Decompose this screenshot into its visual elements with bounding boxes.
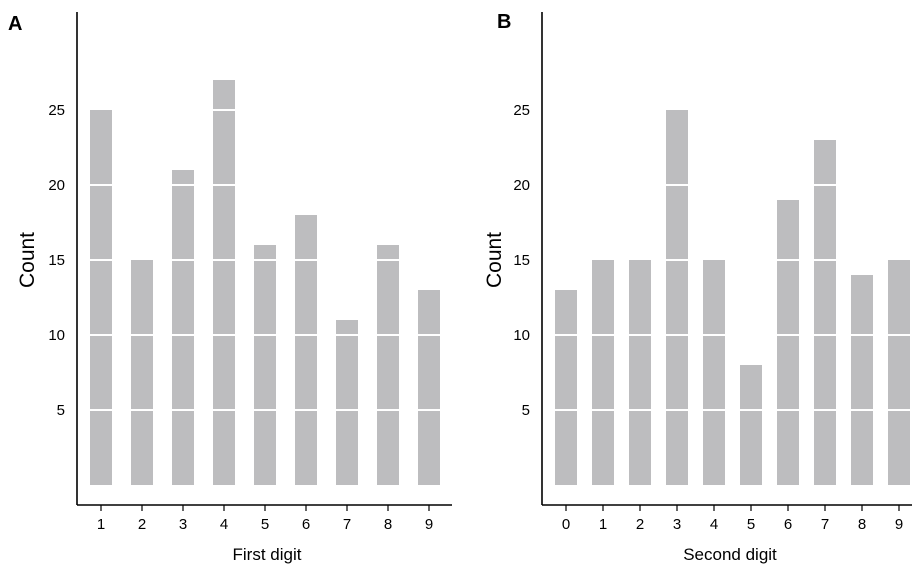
panel-a-bar-7 bbox=[336, 320, 358, 485]
panel-a-x-tick-label: 8 bbox=[384, 516, 392, 533]
panel-b-x-tick-label: 8 bbox=[858, 516, 866, 533]
panel-a-bar-6 bbox=[295, 215, 317, 485]
panel-b-bar-4 bbox=[703, 260, 725, 485]
panel-a-letter: A bbox=[8, 13, 22, 35]
panel-a-x-tick-label: 7 bbox=[343, 516, 351, 533]
panel-b: B Count Second digit 0 1 2 3 4 5 6 7 8 9 5 10 15 20 25 bbox=[483, 11, 912, 564]
panel-b-x-tick-label: 1 bbox=[599, 516, 607, 533]
panel-b-x-tick-label: 4 bbox=[710, 516, 718, 533]
panel-b-y-tick-label: 25 bbox=[513, 102, 530, 119]
panel-a-bar-4 bbox=[213, 80, 235, 485]
panel-b-letter: B bbox=[497, 11, 511, 33]
panel-b-x-tick-label: 3 bbox=[673, 516, 681, 533]
panel-a-x-tick-label: 4 bbox=[220, 516, 228, 533]
panel-a-y-axis-label: Count bbox=[16, 232, 39, 288]
panel-b-bar-8 bbox=[851, 275, 873, 485]
panel-a-bar-9 bbox=[418, 290, 440, 485]
panel-b-y-tick-label: 20 bbox=[513, 177, 530, 194]
panel-b-bar-2 bbox=[629, 260, 651, 485]
panel-b-bar-1 bbox=[592, 260, 614, 485]
panel-b-x-tick-label: 6 bbox=[784, 516, 792, 533]
panel-a-y-tick-label: 10 bbox=[48, 327, 65, 344]
panel-a-x-tick-label: 9 bbox=[425, 516, 433, 533]
panel-a-y-tick-label: 5 bbox=[57, 402, 65, 419]
panel-a-y-tick-label: 20 bbox=[48, 177, 65, 194]
panel-a-x-tick-label: 6 bbox=[302, 516, 310, 533]
panel-b-bar-5 bbox=[740, 365, 762, 485]
panel-b-y-tick-label: 10 bbox=[513, 327, 530, 344]
panel-a-x-tick-label: 2 bbox=[138, 516, 146, 533]
panel-a-bar-1 bbox=[90, 110, 112, 485]
panel-a-x-tick-label: 5 bbox=[261, 516, 269, 533]
panel-a-y-tick-label: 15 bbox=[48, 252, 65, 269]
panel-b-bar-7 bbox=[814, 140, 836, 485]
panel-b-x-tick-label: 0 bbox=[562, 516, 570, 533]
panel-a-bar-2 bbox=[131, 260, 153, 485]
panel-a: A Count First digit 1 2 3 4 5 6 7 8 9 5 10 15 20 25 bbox=[8, 12, 452, 564]
panel-a-x-tick-label: 3 bbox=[179, 516, 187, 533]
panel-b-bar-6 bbox=[777, 200, 799, 485]
panel-b-bar-0 bbox=[555, 290, 577, 485]
panel-b-bar-9 bbox=[888, 260, 910, 485]
panel-a-x-tick-label: 1 bbox=[97, 516, 105, 533]
panel-b-x-tick-label: 2 bbox=[636, 516, 644, 533]
panel-a-bar-8 bbox=[377, 245, 399, 485]
panel-b-y-tick-label: 15 bbox=[513, 252, 530, 269]
panel-a-y-tick-label: 25 bbox=[48, 102, 65, 119]
panel-b-bar-3 bbox=[666, 110, 688, 485]
panel-b-x-tick-label: 9 bbox=[895, 516, 903, 533]
panel-b-y-tick-label: 5 bbox=[522, 402, 530, 419]
panel-a-bar-3 bbox=[172, 170, 194, 485]
panel-b-x-tick-label: 5 bbox=[747, 516, 755, 533]
panel-b-x-axis-label: Second digit bbox=[683, 545, 777, 564]
panel-a-bar-5 bbox=[254, 245, 276, 485]
panel-b-y-axis-label: Count bbox=[483, 232, 506, 288]
panel-a-x-axis-label: First digit bbox=[233, 545, 302, 564]
panel-b-x-tick-label: 7 bbox=[821, 516, 829, 533]
